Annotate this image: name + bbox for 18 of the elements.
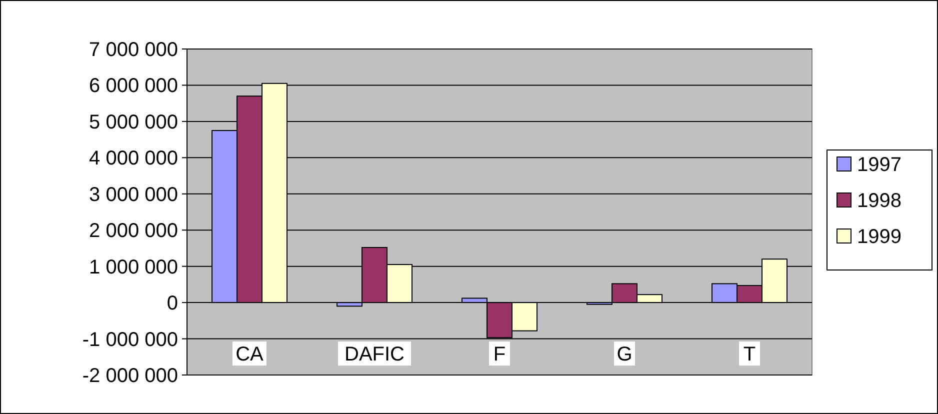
- y-tick-label: 3 000 000: [89, 184, 178, 206]
- x-tick-label: DAFIC: [344, 344, 404, 366]
- y-tick-label: 2 000 000: [89, 220, 178, 242]
- x-tick-label: G: [616, 344, 632, 366]
- legend-label: 1999: [857, 226, 902, 248]
- y-tick-label: 7 000 000: [89, 39, 178, 61]
- y-tick-label: -2 000 000: [82, 365, 178, 387]
- y-tick-label: -1 000 000: [82, 328, 178, 351]
- y-tick-label: 0: [166, 292, 178, 315]
- y-tick-label: 4 000 000: [89, 148, 178, 170]
- x-tick-label: CA: [236, 344, 264, 366]
- x-tick-label: F: [493, 344, 506, 366]
- x-tick-label: T: [743, 344, 756, 366]
- y-tick-label: 1 000 000: [89, 256, 178, 278]
- y-tick-label: 5 000 000: [89, 111, 178, 134]
- y-tick-label: 6 000 000: [89, 75, 178, 98]
- legend-label: 1998: [857, 190, 902, 212]
- legend-label: 1997: [857, 154, 902, 176]
